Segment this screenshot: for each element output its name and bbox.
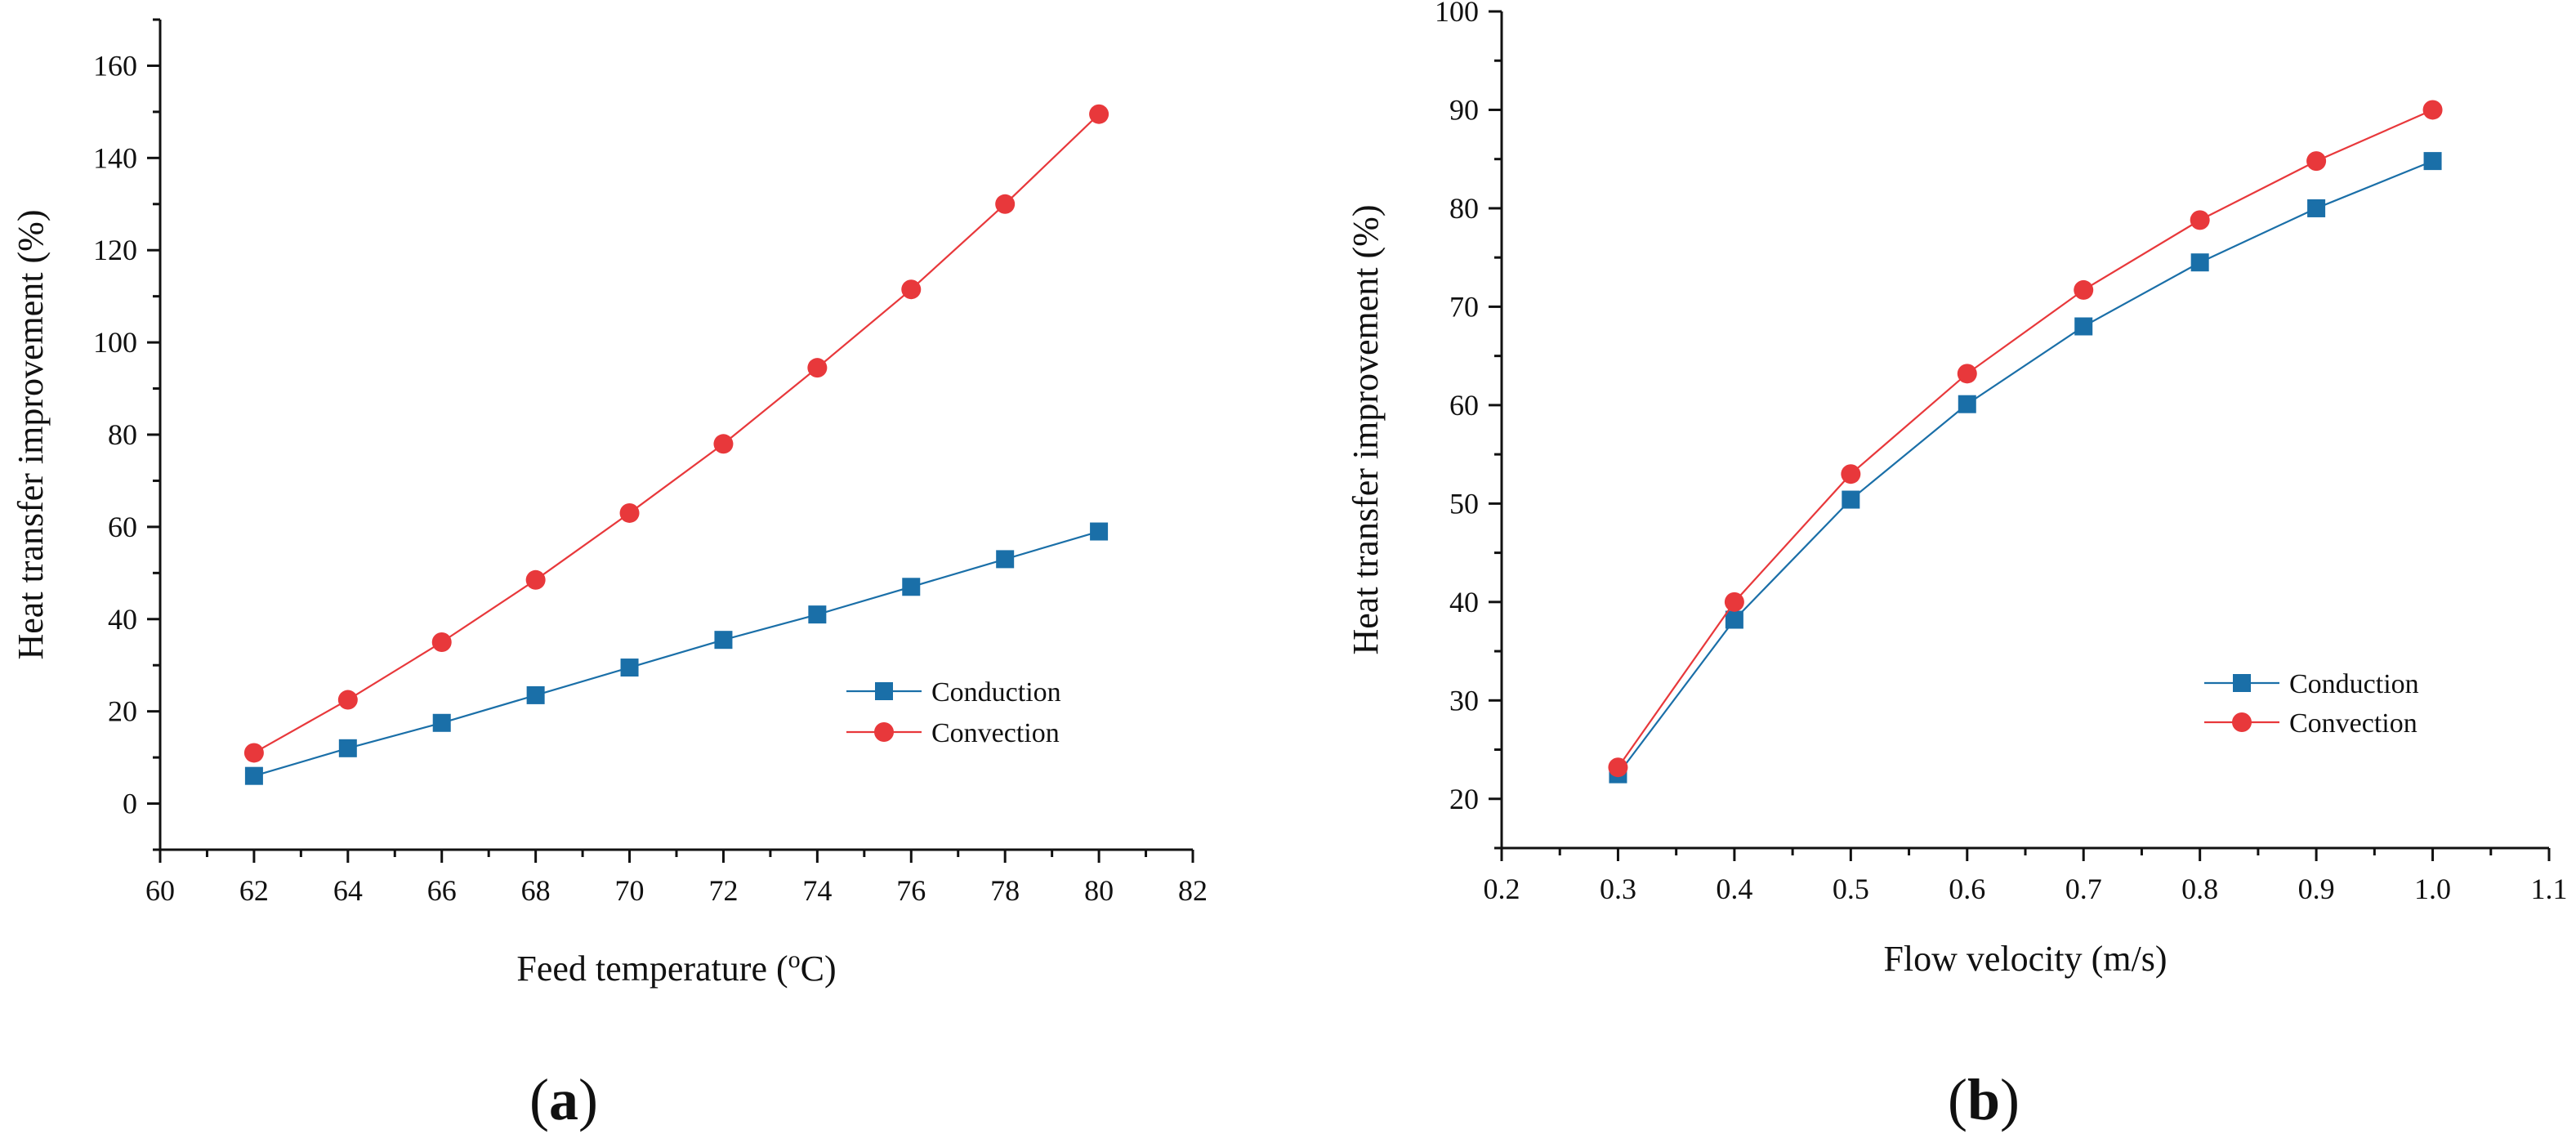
x-tick-label: 76 xyxy=(896,874,926,907)
data-point-conduction xyxy=(432,713,451,732)
x-tick-label: 68 xyxy=(521,874,551,907)
x-tick-label: 0.7 xyxy=(2065,873,2102,905)
legend-label-conduction: Conduction xyxy=(931,677,1061,708)
panel-label: (b) xyxy=(1948,1067,2020,1132)
x-axis-title: Feed temperature (oC) xyxy=(516,946,836,989)
data-point-convection xyxy=(619,502,640,523)
data-point-convection xyxy=(1089,104,1109,124)
x-tick-label: 62 xyxy=(239,874,269,907)
data-point-convection xyxy=(2422,100,2443,120)
data-point-conduction xyxy=(526,685,545,704)
x-tick-label: 60 xyxy=(145,874,175,907)
data-point-convection xyxy=(901,279,922,300)
y-axis-title: Heat transfer improvement (%) xyxy=(1346,205,1386,655)
y-tick-label: 50 xyxy=(1449,487,1479,520)
y-tick-label: 40 xyxy=(108,603,137,636)
y-axis-title: Heat transfer improvement (%) xyxy=(11,210,51,660)
data-point-convection xyxy=(431,632,452,652)
panel-b-chart: 0.2 0.3 0.4 0.5 0.6 0.7 0.8 0.9 1.0 1.1 20 30 40 50 60… xyxy=(1346,0,2568,1132)
y-tick-label: 70 xyxy=(1449,290,1479,323)
legend-label-convection: Convection xyxy=(931,718,1060,748)
x-tick-label: 74 xyxy=(802,874,832,907)
y-tick-label: 30 xyxy=(1449,684,1479,717)
data-point-convection xyxy=(1724,592,1744,612)
data-point-convection xyxy=(243,743,264,763)
x-tick-label: 70 xyxy=(615,874,645,907)
data-point-conduction xyxy=(2307,199,2326,217)
legend-marker-circle xyxy=(2232,712,2252,732)
legend-marker-square xyxy=(875,682,893,700)
series-line-conduction xyxy=(1617,160,2433,775)
data-point-conduction xyxy=(1958,395,1976,413)
data-point-conduction xyxy=(620,659,639,677)
data-point-conduction xyxy=(1090,522,1109,541)
y-tick-label: 0 xyxy=(123,788,137,820)
data-point-convection xyxy=(2190,210,2210,230)
data-point-conduction xyxy=(714,631,733,650)
panel-a-chart: 60 62 64 66 68 70 72 74 76 78 80 82 0 20 40 60 80 100 120 1… xyxy=(11,18,1208,1132)
data-point-convection xyxy=(713,434,734,454)
data-point-conduction xyxy=(2423,152,2442,171)
data-point-convection xyxy=(525,569,546,590)
x-tick-label: 0.5 xyxy=(1833,873,1869,905)
series-line-convection xyxy=(1617,109,2433,768)
y-tick-label: 120 xyxy=(93,234,137,266)
legend-marker-circle xyxy=(874,722,894,742)
x-tick-label: 0.9 xyxy=(2298,873,2335,905)
x-tick-label: 80 xyxy=(1084,874,1114,907)
x-tick-label: 0.2 xyxy=(1484,873,1520,905)
y-tick-label: 160 xyxy=(93,49,137,82)
data-point-conduction xyxy=(2190,253,2209,272)
y-tick-label: 80 xyxy=(1449,192,1479,225)
legend-marker-square xyxy=(2233,674,2251,692)
data-point-conduction xyxy=(338,739,357,757)
y-tick-label: 80 xyxy=(108,418,137,451)
data-point-conduction xyxy=(808,605,827,624)
data-point-convection xyxy=(1957,364,1977,384)
y-tick-label: 20 xyxy=(1449,783,1479,815)
data-point-conduction xyxy=(244,766,263,785)
data-point-convection xyxy=(337,690,358,710)
data-point-convection xyxy=(1841,464,1861,484)
x-tick-label: 1.0 xyxy=(2414,873,2451,905)
data-point-conduction xyxy=(996,550,1015,569)
data-point-conduction xyxy=(902,578,921,596)
data-point-convection xyxy=(2074,279,2094,300)
y-tick-label: 90 xyxy=(1449,93,1479,126)
x-tick-label: 1.1 xyxy=(2531,873,2568,905)
data-point-convection xyxy=(995,194,1016,214)
x-tick-label: 66 xyxy=(427,874,457,907)
data-point-conduction xyxy=(2074,317,2093,336)
x-tick-label: 82 xyxy=(1178,874,1208,907)
y-tick-label: 40 xyxy=(1449,586,1479,618)
series-line-conduction xyxy=(253,530,1100,777)
y-tick-label: 60 xyxy=(1449,389,1479,422)
y-tick-label: 20 xyxy=(108,695,137,728)
y-tick-label: 60 xyxy=(108,511,137,543)
x-tick-label: 0.8 xyxy=(2181,873,2218,905)
y-tick-label: 140 xyxy=(93,141,137,174)
data-point-convection xyxy=(807,358,828,378)
data-point-convection xyxy=(2306,151,2327,172)
data-point-conduction xyxy=(1725,610,1743,629)
legend-label-conduction: Conduction xyxy=(2289,669,2419,699)
x-tick-label: 0.3 xyxy=(1600,873,1636,905)
x-tick-label: 64 xyxy=(333,874,363,907)
x-tick-label: 72 xyxy=(708,874,738,907)
y-tick-label: 100 xyxy=(93,326,137,359)
x-tick-label: 0.6 xyxy=(1949,873,1985,905)
panel-label: (a) xyxy=(529,1067,598,1132)
legend-label-convection: Convection xyxy=(2289,708,2418,739)
y-tick-label: 100 xyxy=(1435,0,1479,28)
data-point-convection xyxy=(1608,757,1628,778)
x-tick-label: 0.4 xyxy=(1716,873,1752,905)
x-axis-title: Flow velocity (m/s) xyxy=(1883,939,2167,979)
x-tick-label: 78 xyxy=(990,874,1020,907)
series-line-convection xyxy=(253,113,1100,754)
data-point-conduction xyxy=(1842,490,1860,509)
